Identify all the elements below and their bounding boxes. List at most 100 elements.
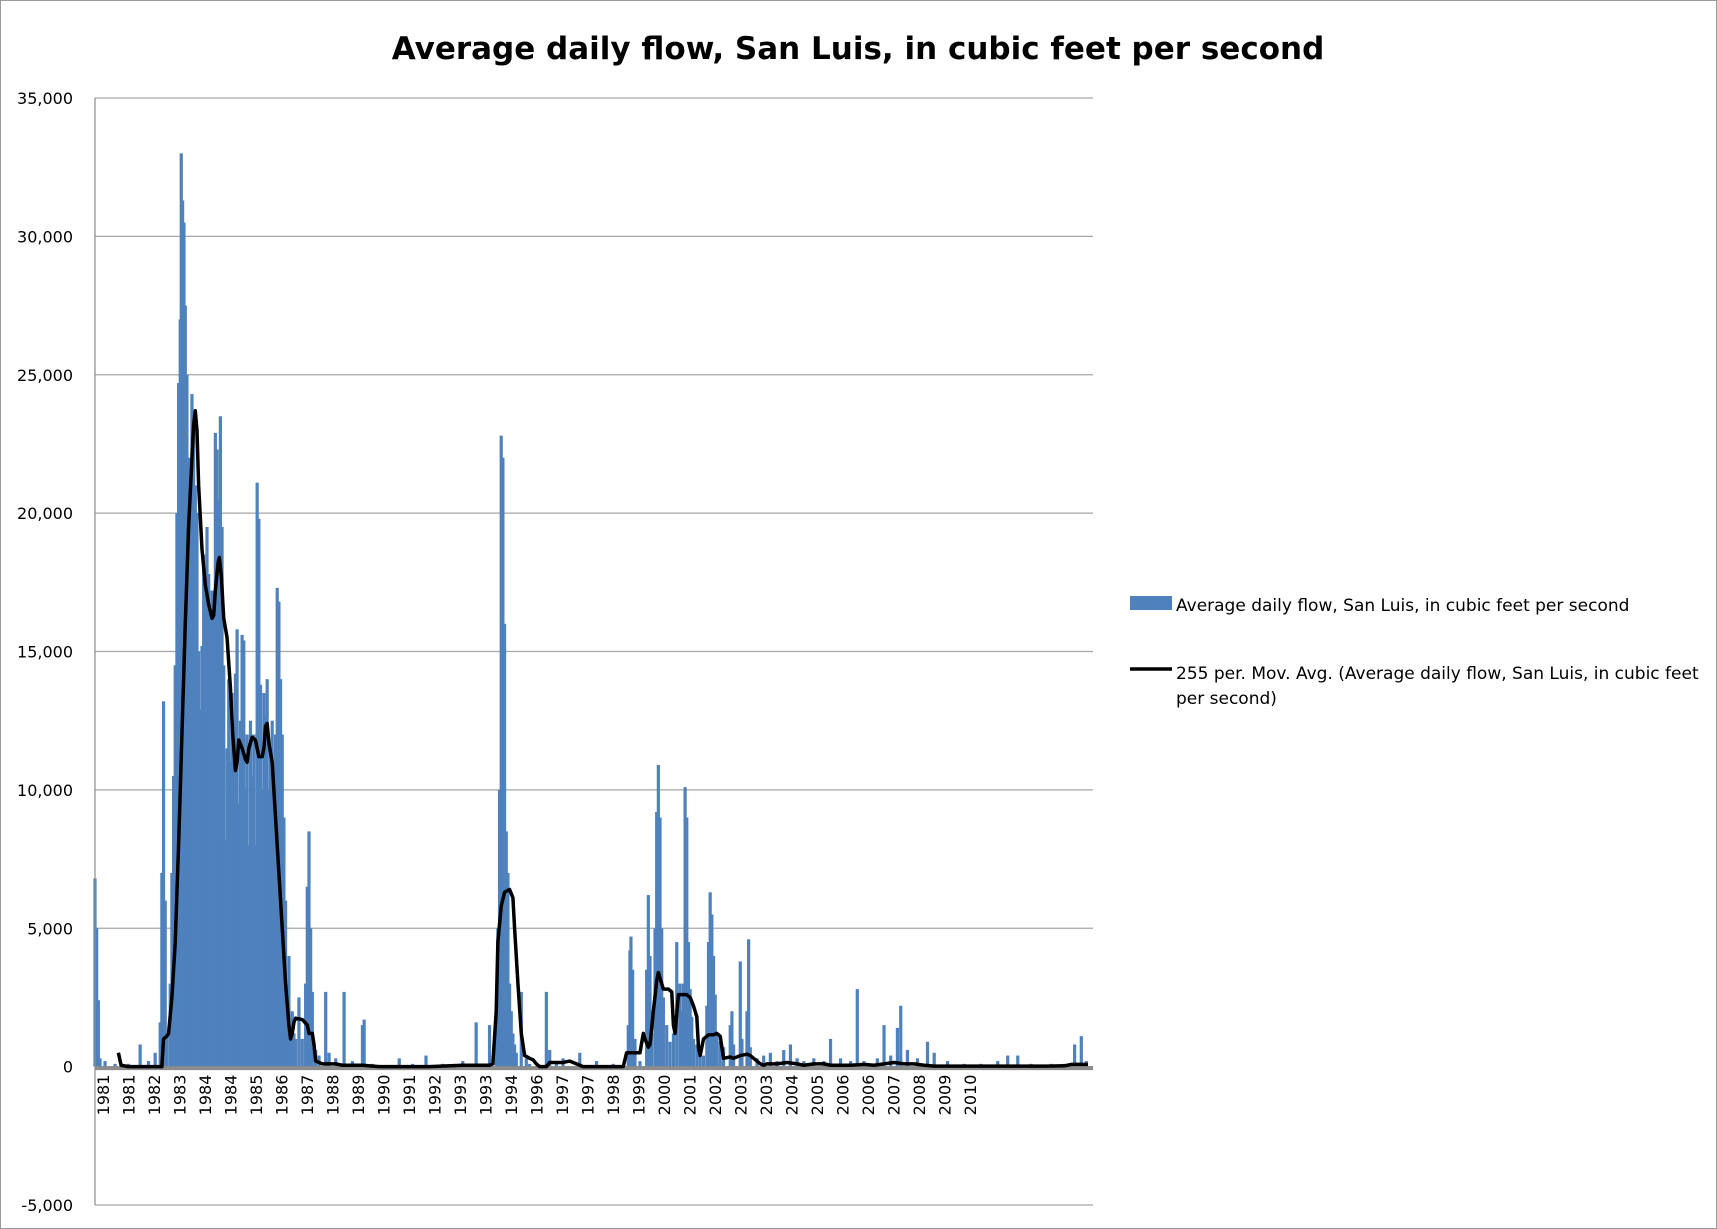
flow-bar [698,1050,702,1067]
flow-bar [310,991,314,1067]
flow-bar [208,609,212,1067]
flow-bar [660,928,664,1067]
flow-bar [655,812,659,1067]
legend-label-line: 255 per. Mov. Avg. (Average daily flow, … [1176,664,1704,709]
x-tick-label: 1981 [120,1075,139,1116]
x-tick-label: 2009 [936,1075,955,1116]
flow-bar [1073,1044,1077,1067]
flow-bar [230,693,234,1067]
moving-average-line [116,408,1088,1069]
flow-bar [327,1052,331,1067]
flow-bar [762,1055,766,1067]
flow-bar [190,394,194,1067]
flow-bar [163,900,167,1067]
flow-bar [680,1011,684,1067]
flow-bar [113,1063,117,1067]
flow-bar [996,1061,1000,1067]
flow-bar [691,1038,696,1067]
flow-bar [875,1058,879,1067]
flow-bar [285,997,289,1067]
flow-bar [238,720,243,1067]
flow-bar [192,421,196,1067]
flow-bar [397,1058,401,1067]
y-axis-tick-labels: -5,000 0 5,000 10,000 15,000 20,000 25,000 30,0… [17,89,73,1215]
flow-bar [248,720,253,1067]
flow-bar [237,803,241,1067]
flow-bar [738,961,742,1067]
y-tick-label: 0 [63,1058,73,1077]
flow-bar [294,1038,298,1067]
x-tick-label: 1985 [247,1075,266,1116]
flow-bar [678,983,682,1067]
flow-bar [932,1052,936,1067]
flow-bar [158,1022,162,1067]
flow-bar [197,651,201,1067]
flow-bar [474,1022,478,1067]
flow-bar [210,590,214,1067]
flow-bar [270,720,274,1067]
x-tick-label: 2010 [961,1075,980,1116]
x-tick-label: 2007 [885,1075,904,1116]
flow-bar [362,1019,366,1067]
flow-bar [245,734,249,1067]
flow-bar [645,969,649,1067]
y-tick-label: -5,000 [21,1196,73,1215]
flow-bar [258,684,263,1067]
x-tick-label: 1993 [451,1075,470,1116]
x-tick-label: 1990 [375,1075,394,1116]
flow-bar [273,734,278,1067]
x-tick-label: 1988 [324,1075,343,1116]
x-tick-label: 2006 [859,1075,878,1116]
x-tick-label: 1993 [477,1075,496,1116]
flow-bar [768,1052,772,1067]
flow-bar [161,701,166,1067]
flow-bar [708,892,712,1067]
flow-bar [242,640,246,1067]
y-tick-label: 20,000 [17,504,73,523]
legend-swatch-bars [1130,596,1172,610]
flow-bar [217,499,221,1067]
chart-title: Average daily flow, San Luis, in cubic f… [392,31,1325,67]
flow-bar [690,1016,694,1067]
flow-bar [504,831,508,1067]
x-tick-label: 1981 [94,1075,113,1116]
flow-bar [263,715,268,1067]
y-tick-label: 35,000 [17,89,73,108]
flow-bar [656,764,660,1067]
flow-bar [658,817,662,1067]
legend-label-line-1: 255 per. Mov. Avg. (Average daily flow, … [1176,664,1699,684]
flow-bar [138,1044,142,1067]
x-tick-label: 1998 [604,1075,623,1116]
flow-bar [889,1055,893,1067]
x-tick-label: 2000 [655,1075,674,1116]
flow-bar [212,618,216,1067]
x-tick-label: 2002 [706,1075,725,1116]
flow-bar [638,1061,642,1067]
flow-bar [228,762,233,1067]
flow-bar [683,787,687,1067]
flow-bar [243,789,248,1067]
flow-bar [701,1055,706,1067]
x-tick-label: 2005 [808,1075,827,1116]
flow-bar [288,1025,293,1067]
flow-bar [171,776,176,1067]
x-tick-label: 2006 [834,1075,853,1116]
flow-bar [668,1041,672,1067]
flow-bar [945,1061,950,1067]
flow-bar [895,1027,900,1067]
flow-bar [227,679,231,1067]
flow-bar [715,1033,719,1067]
flow-bar [681,983,686,1067]
y-tick-label: 30,000 [17,227,73,246]
y-tick-label: 5,000 [27,919,73,938]
flow-bar [646,895,650,1067]
flow-bar [730,1011,734,1067]
flow-bar [838,1058,843,1067]
flow-bar [731,1044,736,1067]
flow-bar [202,554,206,1067]
flow-bar [695,1044,699,1067]
flow-bar [309,928,313,1067]
flow-bar [528,1063,532,1067]
x-tick-label: 1991 [400,1075,419,1116]
flow-bar [706,942,711,1067]
